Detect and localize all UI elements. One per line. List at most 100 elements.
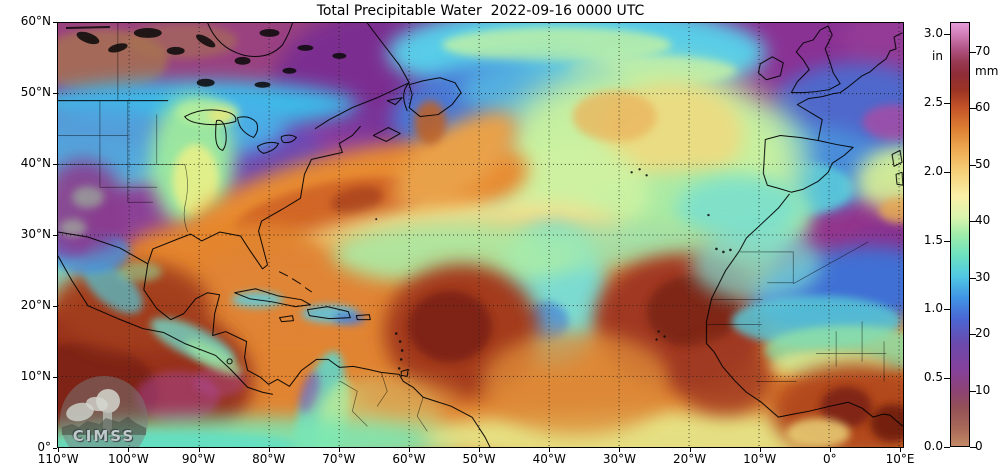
y-tick-label: 30°N xyxy=(20,227,51,241)
colorbar-mm-tick-mark xyxy=(970,277,976,279)
colorbar-in-tick-mark xyxy=(944,34,950,35)
colorbar-in-tick-mark xyxy=(944,102,950,104)
antilles-dot xyxy=(400,349,404,352)
puerto-rico xyxy=(355,314,371,321)
antilles-dot xyxy=(394,332,398,335)
colorbar-in-tick-label: 3.0 xyxy=(923,26,943,40)
x-tick-mark xyxy=(479,448,481,452)
x-tick-mark xyxy=(829,448,831,452)
bahamas xyxy=(278,271,312,293)
iberia xyxy=(762,134,854,193)
colorbar-in-tick-label: 2.5 xyxy=(923,94,943,109)
africa-borders xyxy=(707,241,887,382)
state-borders xyxy=(58,23,188,233)
y-tick-mark xyxy=(53,93,57,94)
coast-hudson-bay xyxy=(207,23,293,57)
colorbar-mm-tick-mark xyxy=(970,221,976,223)
y-tick-label: 60°N xyxy=(20,14,51,28)
colorbar-in-tick-label: 1.5 xyxy=(923,232,943,247)
x-tick-label: 70°W xyxy=(322,452,356,466)
x-tick-label: 60°W xyxy=(392,452,426,466)
x-tick-mark xyxy=(689,448,691,452)
x-tick-label: 100°W xyxy=(107,452,149,466)
colorbar-mm-tick-mark xyxy=(970,108,976,110)
islands-and-lakes xyxy=(65,25,732,370)
colorbar-mm-tick-label: 20 xyxy=(975,326,991,341)
x-tick-mark xyxy=(900,448,901,452)
colorbar-in-tick-label: 2.0 xyxy=(923,163,943,178)
border-us-mexico xyxy=(58,231,149,265)
madeira-dot xyxy=(707,213,710,217)
y-tick-label: 10°N xyxy=(20,369,51,383)
y-tick-label: 50°N xyxy=(20,85,51,99)
y-tick-mark xyxy=(53,448,57,449)
coast-pacific xyxy=(58,255,273,395)
colorbar-mm-tick-label: 50 xyxy=(975,156,991,171)
x-tick-label: 20°W xyxy=(672,452,707,466)
anticosti-island xyxy=(386,97,403,106)
y-tick-mark xyxy=(53,377,57,378)
great-lakes xyxy=(184,109,297,154)
x-tick-mark xyxy=(619,448,621,452)
colorbar-mm-tick-label: 0 xyxy=(975,439,983,453)
y-tick-label: 0° xyxy=(37,440,51,454)
cape-verde-dot xyxy=(655,338,658,341)
colorbar-mm-unit: mm xyxy=(975,64,999,78)
bermuda-dot xyxy=(375,218,378,221)
y-tick-mark xyxy=(53,164,57,165)
colorbar-mm-tick-mark xyxy=(970,51,976,53)
y-tick-mark xyxy=(53,306,57,307)
cape-verde-dot xyxy=(657,330,660,333)
x-tick-label: 30°W xyxy=(602,452,636,466)
y-tick-label: 40°N xyxy=(20,156,51,170)
colorbar-in-tick-mark xyxy=(944,309,950,311)
ireland xyxy=(757,56,784,81)
colorbar-in-tick-label: 0.0 xyxy=(923,439,943,453)
coast-france-europe xyxy=(796,32,903,141)
st-lawrence-river xyxy=(314,82,410,129)
great-britain xyxy=(790,25,841,94)
colorbar-mm-tick-label: 10 xyxy=(975,382,991,397)
canaries-dot xyxy=(722,250,725,254)
colorbar-in-tick-label: 1.0 xyxy=(923,301,943,316)
tpw-field-blobs xyxy=(58,23,903,447)
y-tick-mark xyxy=(53,22,57,23)
coastlines xyxy=(58,23,903,447)
colorbar-mm-tick-label: 40 xyxy=(975,213,991,228)
colorbar-in-tick-mark xyxy=(944,171,950,173)
azores-dot xyxy=(638,168,641,171)
y-tick-mark xyxy=(53,235,57,236)
colorbar-in-tick-mark xyxy=(944,240,950,242)
lake-nicaragua xyxy=(226,358,233,365)
x-tick-mark xyxy=(58,448,60,452)
x-tick-mark xyxy=(198,448,200,452)
coast-africa xyxy=(705,193,903,427)
colorbar-mm-tick-mark xyxy=(970,164,976,166)
coast-newfoundland xyxy=(408,77,462,118)
colorbar-mm-tick-label: 60 xyxy=(975,100,991,115)
x-tick-label: 50°W xyxy=(462,452,496,466)
cuba xyxy=(234,288,311,308)
colorbar-mm-tick-mark xyxy=(970,447,976,448)
x-tick-mark xyxy=(759,448,761,452)
antilles-dot xyxy=(399,358,403,361)
x-tick-mark xyxy=(408,448,410,452)
colorbar-in-tick-mark xyxy=(944,378,950,380)
x-tick-mark xyxy=(128,448,130,452)
med-islands xyxy=(891,149,903,186)
antilles-dot xyxy=(397,367,401,370)
x-tick-label: 90°W xyxy=(181,452,216,466)
lat-lon-gridlines xyxy=(58,23,903,447)
colorbar-in-tick-mark xyxy=(944,447,950,448)
x-tick-label: 10°E xyxy=(885,452,915,466)
colorbar-mm-tick-mark xyxy=(970,334,976,336)
x-tick-label: 80°W xyxy=(252,452,286,466)
hispaniola xyxy=(306,306,351,320)
x-tick-label: 0° xyxy=(823,452,837,466)
y-tick-label: 20°N xyxy=(20,298,51,312)
azores-dot xyxy=(645,174,648,177)
coast-nova-scotia xyxy=(372,127,401,142)
x-tick-mark xyxy=(338,448,340,452)
colorbar-in-tick-label: 0.5 xyxy=(923,370,943,385)
